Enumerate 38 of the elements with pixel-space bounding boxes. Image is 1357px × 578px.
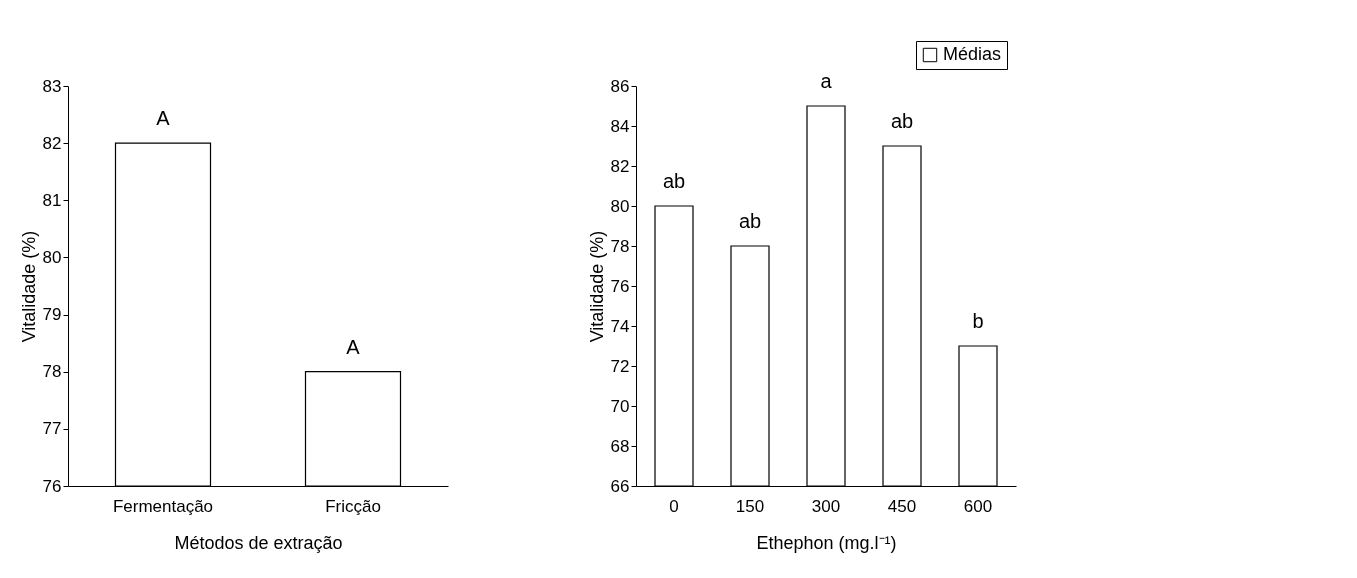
- x-tick-label: 300: [811, 496, 841, 516]
- y-tick-label: 77: [42, 419, 62, 439]
- y-tick-label: 72: [610, 356, 630, 376]
- y-tick-label: 74: [610, 316, 630, 336]
- annotation: a: [820, 70, 833, 92]
- x-tick-label: Fricção: [325, 496, 381, 516]
- annotation: A: [156, 107, 171, 130]
- y-tick-label: 76: [610, 276, 630, 296]
- y-axis-title: Vitalidade (%): [18, 230, 39, 343]
- x-tick-label: 600: [963, 496, 993, 516]
- legend-label: Médias: [943, 44, 1002, 64]
- y-tick-label: 70: [610, 396, 630, 416]
- x-tick-label: 450: [887, 496, 917, 516]
- y-tick-label: 86: [610, 76, 630, 96]
- x-axis-title: Ethephon (mg.l⁻¹): [756, 532, 897, 553]
- y-tick-label: 82: [42, 133, 62, 153]
- x-tick-label: 0: [669, 496, 679, 516]
- y-tick-label: 81: [42, 190, 62, 210]
- y-tick-label: 76: [42, 476, 62, 496]
- x-tick-label: 150: [735, 496, 765, 516]
- y-tick-label: 78: [610, 236, 630, 256]
- y-axis-title: Vitalidade (%): [586, 230, 607, 343]
- annotation: ab: [738, 210, 762, 232]
- annotation: ab: [890, 110, 914, 132]
- y-tick-label: 78: [42, 362, 62, 382]
- y-tick-label: 66: [610, 476, 630, 496]
- y-tick-label: 82: [610, 156, 630, 176]
- x-axis-title: Métodos de extração: [174, 532, 343, 553]
- y-tick-label: 79: [42, 305, 62, 325]
- y-tick-label: 83: [42, 76, 62, 96]
- annotation: b: [972, 310, 984, 332]
- y-tick-label: 68: [610, 436, 630, 456]
- x-tick-label: Fermentação: [112, 496, 214, 516]
- y-tick-label: 84: [610, 116, 630, 136]
- annotation: ab: [662, 170, 686, 192]
- y-tick-label: 80: [42, 247, 62, 267]
- annotation: A: [346, 335, 361, 358]
- y-tick-label: 80: [610, 196, 630, 216]
